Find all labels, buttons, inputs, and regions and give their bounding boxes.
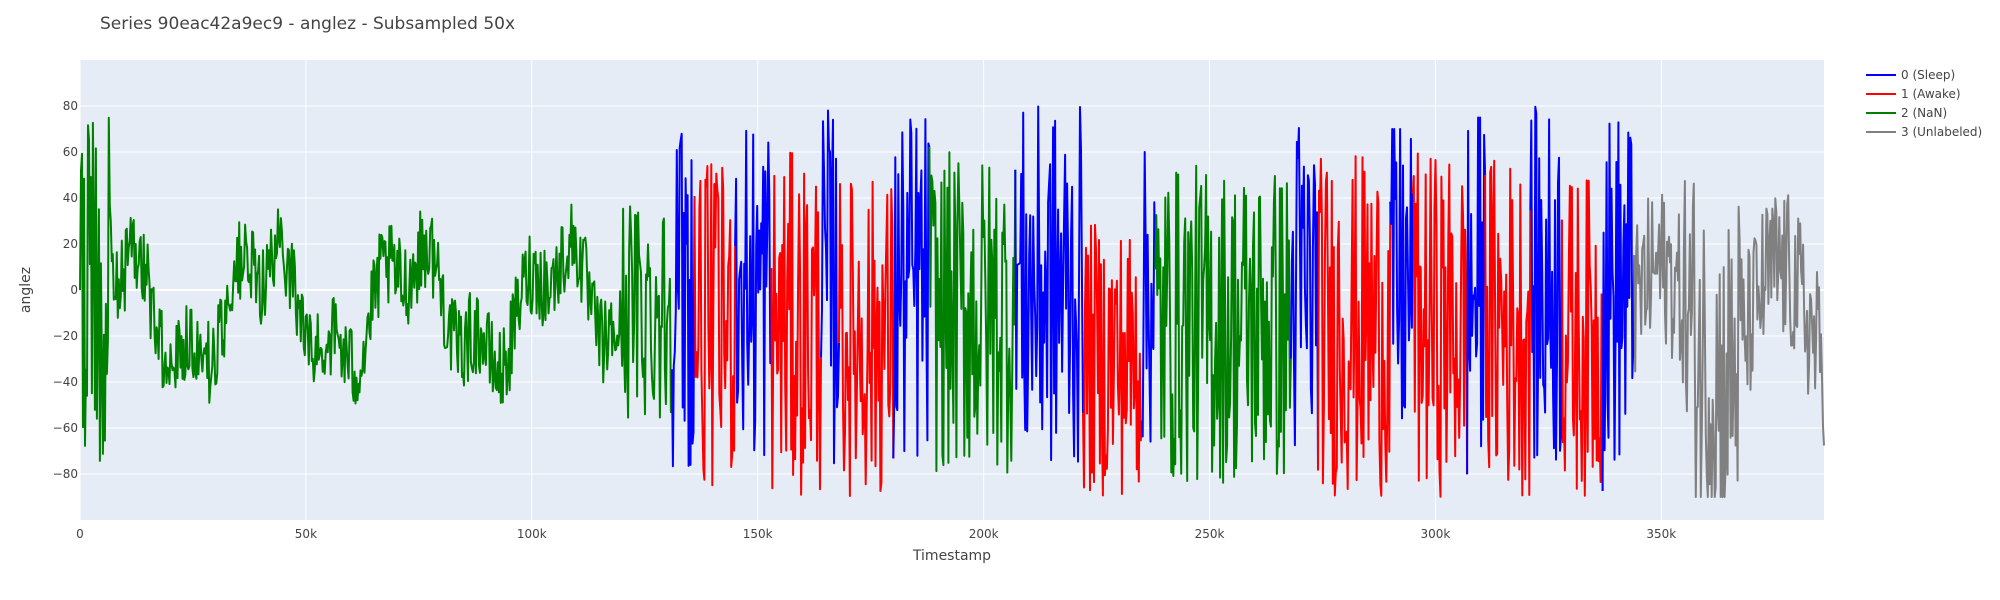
x-tick-label: 250k: [1195, 527, 1225, 541]
series-line-0: [1014, 105, 1084, 463]
y-axis-label: anglez: [18, 267, 34, 313]
legend-label: 3 (Unlabeled): [1901, 125, 1982, 139]
series-line-1: [1411, 152, 1469, 498]
y-tick-label: 0: [70, 283, 78, 297]
y-tick-label: −20: [53, 329, 78, 343]
series-line-0: [1140, 151, 1157, 443]
series-line-0: [734, 129, 773, 457]
legend-label: 0 (Sleep): [1901, 68, 1955, 82]
legend-item[interactable]: 1 (Awake): [1866, 87, 1961, 101]
x-tick-label: 0: [76, 527, 84, 541]
y-tick-label: 40: [63, 191, 78, 205]
x-axis-ticks: 0 50k 100k 150k 200k 250k 300k 350k: [76, 527, 1676, 541]
series-line-0: [1389, 128, 1414, 420]
series-line-0: [820, 109, 840, 465]
y-tick-label: −80: [53, 467, 78, 481]
y-tick-label: −40: [53, 375, 78, 389]
series-line-0: [1466, 116, 1487, 475]
series-line-0: [670, 132, 696, 468]
chart-title: Series 90eac42a9ec9 - anglez - Subsample…: [100, 14, 515, 34]
legend-item[interactable]: 0 (Sleep): [1866, 68, 1955, 82]
x-tick-label: 350k: [1646, 527, 1676, 541]
legend-label: 2 (NaN): [1901, 106, 1947, 120]
series-line-1: [1082, 223, 1143, 497]
x-tick-label: 100k: [517, 527, 547, 541]
series-line-1: [1484, 159, 1532, 497]
legend-item[interactable]: 2 (NaN): [1866, 106, 1947, 120]
x-axis-label: Timestamp: [912, 548, 991, 564]
x-tick-label: 300k: [1421, 527, 1451, 541]
x-tick-label: 200k: [969, 527, 999, 541]
series-line-2: [928, 147, 1017, 474]
series-line-1: [1560, 179, 1604, 497]
series-lines: [79, 105, 1825, 498]
y-tick-label: 60: [63, 145, 78, 159]
legend-item[interactable]: 3 (Unlabeled): [1866, 125, 1982, 139]
y-axis-ticks: −80 −60 −40 −20 0 20 40 60 80: [53, 99, 78, 481]
y-tick-label: 80: [63, 99, 78, 113]
series-line-0: [1289, 127, 1319, 471]
series-line-0: [1601, 121, 1636, 492]
series-line-1: [1317, 155, 1392, 497]
legend-label: 1 (Awake): [1901, 87, 1961, 101]
series-line-0: [1529, 105, 1563, 461]
series-line-2: [1154, 164, 1292, 484]
y-tick-label: 20: [63, 237, 78, 251]
series-line-0: [892, 118, 931, 459]
x-tick-label: 50k: [295, 527, 317, 541]
x-tick-label: 150k: [743, 527, 773, 541]
series-line-2: [79, 116, 673, 462]
series-line-1: [693, 163, 737, 487]
y-tick-label: −60: [53, 421, 78, 435]
series-line-1: [838, 180, 895, 497]
series-line-1: [770, 151, 822, 496]
legend[interactable]: 0 (Sleep) 1 (Awake) 2 (NaN) 3 (Unlabeled): [1866, 68, 1982, 139]
series-line-3: [1633, 180, 1825, 498]
